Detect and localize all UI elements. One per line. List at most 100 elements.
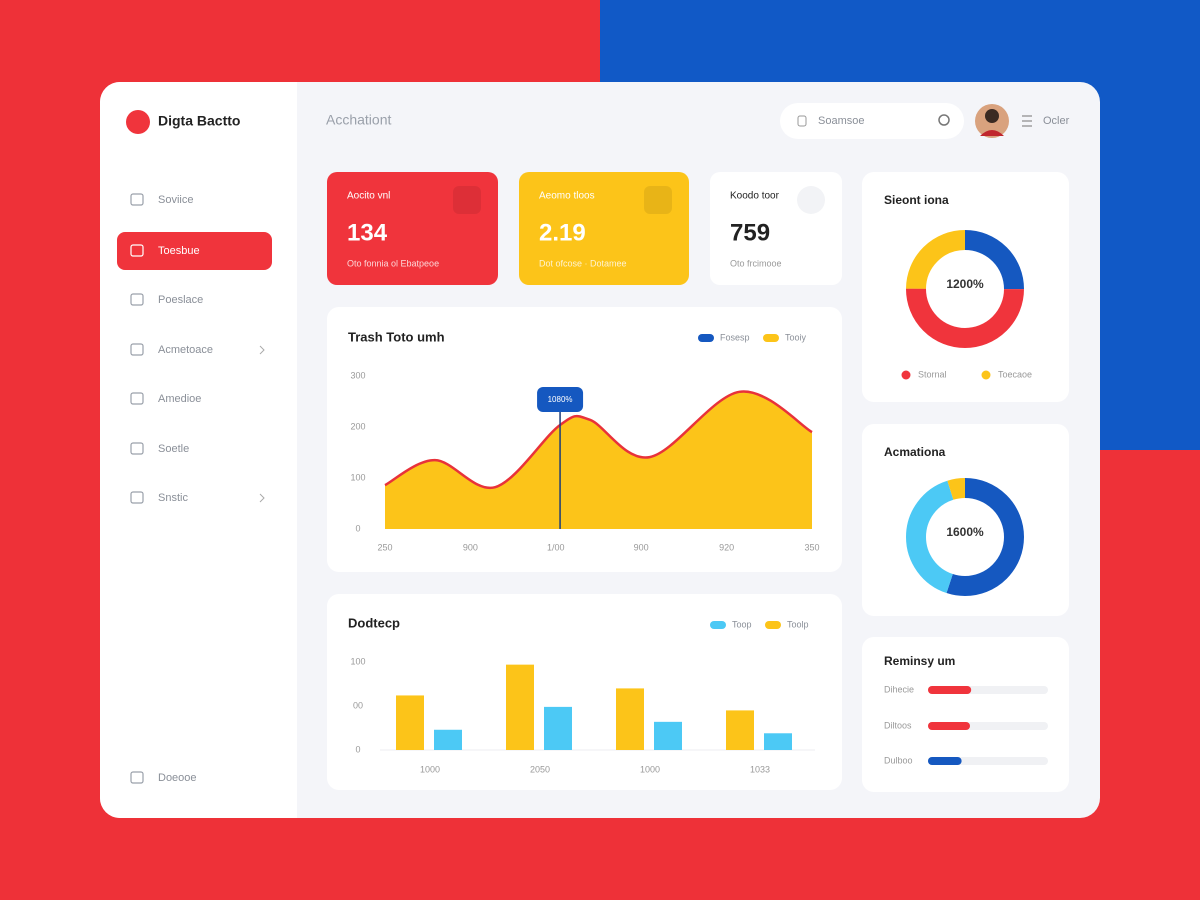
nav-item[interactable]: Soetle xyxy=(158,443,189,455)
card-value: 759 xyxy=(730,219,770,246)
legend-label: Toolp xyxy=(787,619,809,629)
x-tick-label: 1000 xyxy=(420,764,440,774)
bar xyxy=(544,706,572,750)
page-title: Acchationt xyxy=(326,112,391,128)
panel xyxy=(862,172,1069,402)
panel xyxy=(862,637,1069,792)
nav-icon xyxy=(130,442,144,455)
tooltip-label: 1080% xyxy=(548,395,573,404)
donut-center: 1600% xyxy=(946,525,984,539)
brand: Digta Bactto xyxy=(158,113,240,129)
legend-dot xyxy=(901,370,911,380)
reminder-label: Dulboo xyxy=(884,755,913,765)
logo xyxy=(126,110,150,134)
legend-dot xyxy=(981,370,991,380)
bar xyxy=(654,721,682,750)
nav-active-bg xyxy=(117,232,272,270)
legend-label: Fosesp xyxy=(720,332,750,342)
stat-card xyxy=(519,172,689,285)
avatar-body xyxy=(980,130,1004,136)
nav-icon xyxy=(130,343,144,356)
y-tick-label: 100 xyxy=(350,656,365,666)
nav-item[interactable]: Poeslace xyxy=(158,294,203,306)
panel xyxy=(862,424,1069,616)
card-icon xyxy=(453,186,481,214)
x-tick-label: 250 xyxy=(377,542,392,552)
search-icon xyxy=(938,114,950,126)
y-tick-label: 0 xyxy=(355,523,360,533)
x-tick-label: 2050 xyxy=(530,764,550,774)
bar xyxy=(616,688,644,750)
nav-icon xyxy=(130,771,144,784)
user-menu[interactable]: Ocler xyxy=(1043,115,1070,127)
x-tick-label: 350 xyxy=(804,542,819,552)
legend-label: Toop xyxy=(732,619,752,629)
bar xyxy=(434,729,462,750)
card-label: Aocito vnl xyxy=(347,191,390,202)
progress-bar xyxy=(928,722,970,730)
nav-item[interactable]: Acmetoace xyxy=(158,344,213,356)
panel-title: Acmationa xyxy=(884,445,946,459)
x-tick-label: 1000 xyxy=(640,764,660,774)
donut-segment xyxy=(906,230,1024,348)
x-tick-label: 1/00 xyxy=(547,542,565,552)
search-box[interactable] xyxy=(780,103,964,139)
card-label: Koodo toor xyxy=(730,191,780,202)
nav-item[interactable]: Soviice xyxy=(158,194,193,206)
x-tick-label: 900 xyxy=(463,542,478,552)
card-note: Oto frcimooe xyxy=(730,258,782,268)
bar xyxy=(764,733,792,750)
line xyxy=(384,390,813,490)
reminder-label: Diltoos xyxy=(884,720,912,730)
donut-segment xyxy=(906,478,1024,596)
legend-swatch xyxy=(763,334,779,342)
legend-swatch xyxy=(698,334,714,342)
card-note: Dot ofcose · Dotamee xyxy=(539,258,627,268)
nav-footer[interactable]: Doeooe xyxy=(158,772,197,784)
chart-title: Dodtecp xyxy=(348,615,400,630)
card-icon xyxy=(644,186,672,214)
card-label: Aeomo tloos xyxy=(539,191,595,202)
nav-icon xyxy=(130,293,144,306)
donut-segment xyxy=(906,478,1024,596)
progress-bar xyxy=(928,757,962,765)
card-icon xyxy=(797,186,825,214)
area xyxy=(385,391,812,529)
card-note: Oto fonnia ol Ebatpeoe xyxy=(347,258,439,268)
nav-chevron xyxy=(259,493,265,503)
sidebar xyxy=(100,82,297,818)
y-tick-label: 00 xyxy=(353,700,363,710)
y-tick-label: 300 xyxy=(350,370,365,380)
y-tick-label: 200 xyxy=(350,421,365,431)
legend-label: Tooiy xyxy=(785,332,807,342)
nav-icon xyxy=(130,392,144,405)
search-icon-left xyxy=(797,115,807,127)
nav-item[interactable]: Toesbue xyxy=(158,245,200,257)
donut-center: 1200% xyxy=(946,277,984,291)
menu-icon xyxy=(1022,115,1032,127)
panel-title: Sieont iona xyxy=(884,193,949,207)
nav-item[interactable]: Snstic xyxy=(158,492,188,504)
sidebar-edge xyxy=(270,82,297,818)
stat-card xyxy=(327,172,498,285)
reminder-label: Dihecie xyxy=(884,684,914,694)
panel xyxy=(327,594,842,790)
search-placeholder: Soamsoe xyxy=(818,115,864,127)
legend-label: Toecaoe xyxy=(998,369,1032,379)
y-tick-label: 0 xyxy=(355,744,360,754)
x-tick-label: 1033 xyxy=(750,764,770,774)
x-tick-label: 920 xyxy=(719,542,734,552)
bar xyxy=(396,695,424,750)
legend-label: Stornal xyxy=(918,369,947,379)
panel-title: Reminsy um xyxy=(884,654,955,668)
donut-segment xyxy=(906,230,1024,348)
nav-icon xyxy=(130,244,144,257)
y-tick-label: 100 xyxy=(350,472,365,482)
legend-swatch xyxy=(710,621,726,629)
tooltip xyxy=(537,387,584,412)
nav-chevron xyxy=(259,345,265,355)
nav-item[interactable]: Amedioe xyxy=(158,393,201,405)
bar xyxy=(506,664,534,750)
